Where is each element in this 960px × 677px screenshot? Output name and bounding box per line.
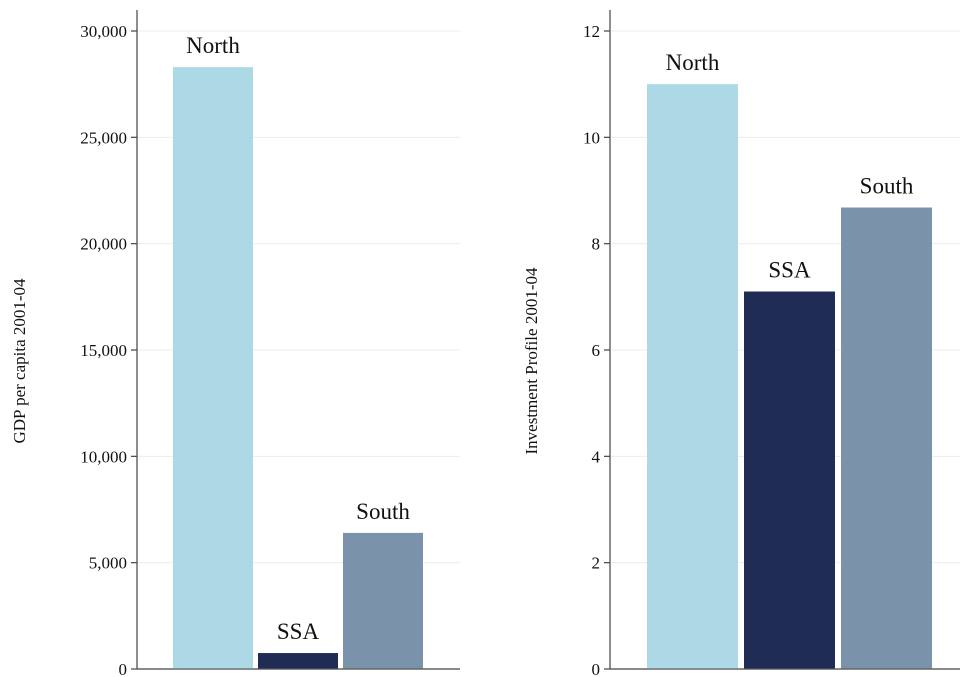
y-tick-label: 8 bbox=[592, 235, 601, 254]
chart-panel-2: 0 2 4 6 8 10 12 Investment Profile 2001-04 North… bbox=[522, 10, 960, 677]
bar-north bbox=[173, 67, 253, 669]
bar-label-north: North bbox=[186, 33, 240, 58]
y-tick-label: 30,000 bbox=[80, 22, 127, 41]
y-tick-label: 10,000 bbox=[80, 447, 127, 466]
bar-label-north: North bbox=[666, 50, 720, 75]
y-axis-title: GDP per capita 2001-04 bbox=[10, 278, 29, 444]
bar-north bbox=[647, 84, 738, 669]
bar-south bbox=[841, 207, 932, 669]
y-tick-label: 12 bbox=[583, 22, 600, 41]
y-tick-label: 10 bbox=[583, 128, 600, 147]
y-tick-label: 5,000 bbox=[89, 554, 127, 573]
y-tick-label: 0 bbox=[592, 660, 601, 677]
bar-label-ssa: SSA bbox=[768, 258, 811, 283]
bar-label-ssa: SSA bbox=[277, 619, 320, 644]
y-tick-label: 15,000 bbox=[80, 341, 127, 360]
bar-ssa bbox=[744, 291, 835, 669]
y-tick-label: 20,000 bbox=[80, 235, 127, 254]
bar-south bbox=[343, 532, 423, 669]
bar-ssa bbox=[258, 653, 338, 669]
y-tick-label: 0 bbox=[119, 660, 128, 677]
y-axis-title: Investment Profile 2001-04 bbox=[522, 267, 541, 454]
y-tick-label: 6 bbox=[592, 341, 601, 360]
y-tick-label: 2 bbox=[592, 554, 601, 573]
y-tick-label: 4 bbox=[592, 447, 601, 466]
y-tick-label: 25,000 bbox=[80, 128, 127, 147]
bar-label-south: South bbox=[356, 499, 410, 524]
bar-label-south: South bbox=[860, 174, 914, 199]
chart-panel-1: 0 5,000 10,000 15,000 20,000 25,000 30,000 GDP … bbox=[10, 10, 460, 677]
